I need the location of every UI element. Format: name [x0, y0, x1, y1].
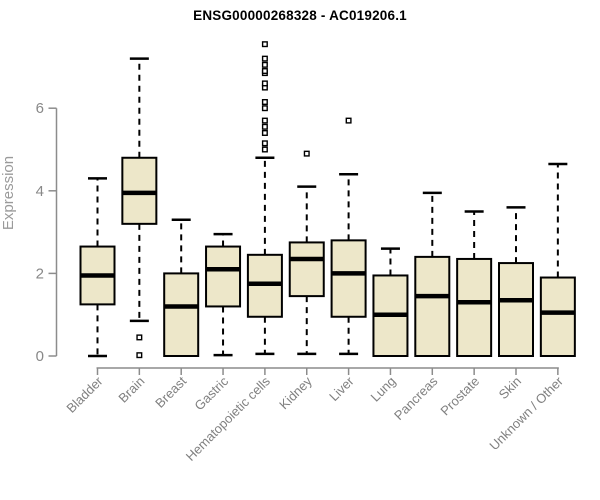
y-tick-label-6: 6	[36, 100, 44, 117]
box-unknown-other	[539, 162, 576, 357]
iqr-box	[288, 241, 325, 298]
x-axis-label-unknown-other: Unknown / Other	[486, 373, 566, 453]
iqr-box	[456, 257, 493, 358]
outlier-point	[261, 146, 268, 153]
outlier-point	[261, 99, 268, 106]
x-axis-label-pancreas: Pancreas	[391, 373, 441, 423]
x-axis-label-liver: Liver	[326, 373, 357, 404]
box-breast	[163, 218, 200, 357]
outlier-point	[261, 105, 268, 112]
y-tick-label-4: 4	[36, 183, 44, 200]
outlier-point	[261, 68, 268, 75]
outlier-point	[345, 117, 352, 124]
box-skin	[498, 206, 534, 358]
outlier-point	[261, 129, 268, 136]
y-axis-title: Expression	[0, 156, 17, 230]
iqr-box	[330, 239, 367, 318]
box-prostate	[456, 210, 493, 358]
x-axis-label-breast: Breast	[152, 373, 189, 410]
x-axis-label-kidney: Kidney	[276, 373, 315, 412]
box-hematopoietic-cells	[246, 41, 283, 356]
x-axis-label-lung: Lung	[368, 374, 399, 405]
x-axis-label-bladder: Bladder	[63, 373, 106, 416]
outlier-point	[261, 55, 268, 62]
box-pancreas	[414, 191, 451, 358]
outlier-point	[261, 61, 268, 68]
iqr-box	[205, 245, 242, 308]
x-axis-label-prostate: Prostate	[437, 374, 482, 419]
x-axis-label-skin: Skin	[496, 374, 524, 402]
y-axis: 0 2 4 6 Expression	[0, 100, 58, 365]
outlier-point	[136, 352, 143, 359]
iqr-box	[163, 272, 200, 357]
y-tick-label-2: 2	[36, 265, 44, 282]
outlier-point	[136, 334, 143, 341]
iqr-box	[539, 276, 576, 357]
outlier-point	[261, 123, 268, 130]
box-gastric	[205, 232, 242, 357]
chart-title: ENSG00000268328 - AC019206.1	[193, 8, 407, 23]
x-axis-label-gastric: Gastric	[191, 373, 231, 413]
outlier-point	[261, 140, 268, 147]
box-bladder	[79, 177, 116, 358]
box-lung	[372, 247, 409, 357]
iqr-box	[498, 262, 534, 358]
x-axis-label-brain: Brain	[115, 374, 147, 406]
outlier-point	[261, 117, 268, 124]
box-kidney	[288, 150, 325, 356]
outlier-point	[303, 150, 310, 157]
outlier-point	[261, 41, 268, 48]
y-tick-label-0: 0	[36, 348, 44, 365]
box-brain	[121, 57, 158, 359]
iqr-box	[414, 255, 451, 358]
box-liver	[330, 117, 367, 356]
outlier-point	[261, 80, 268, 87]
